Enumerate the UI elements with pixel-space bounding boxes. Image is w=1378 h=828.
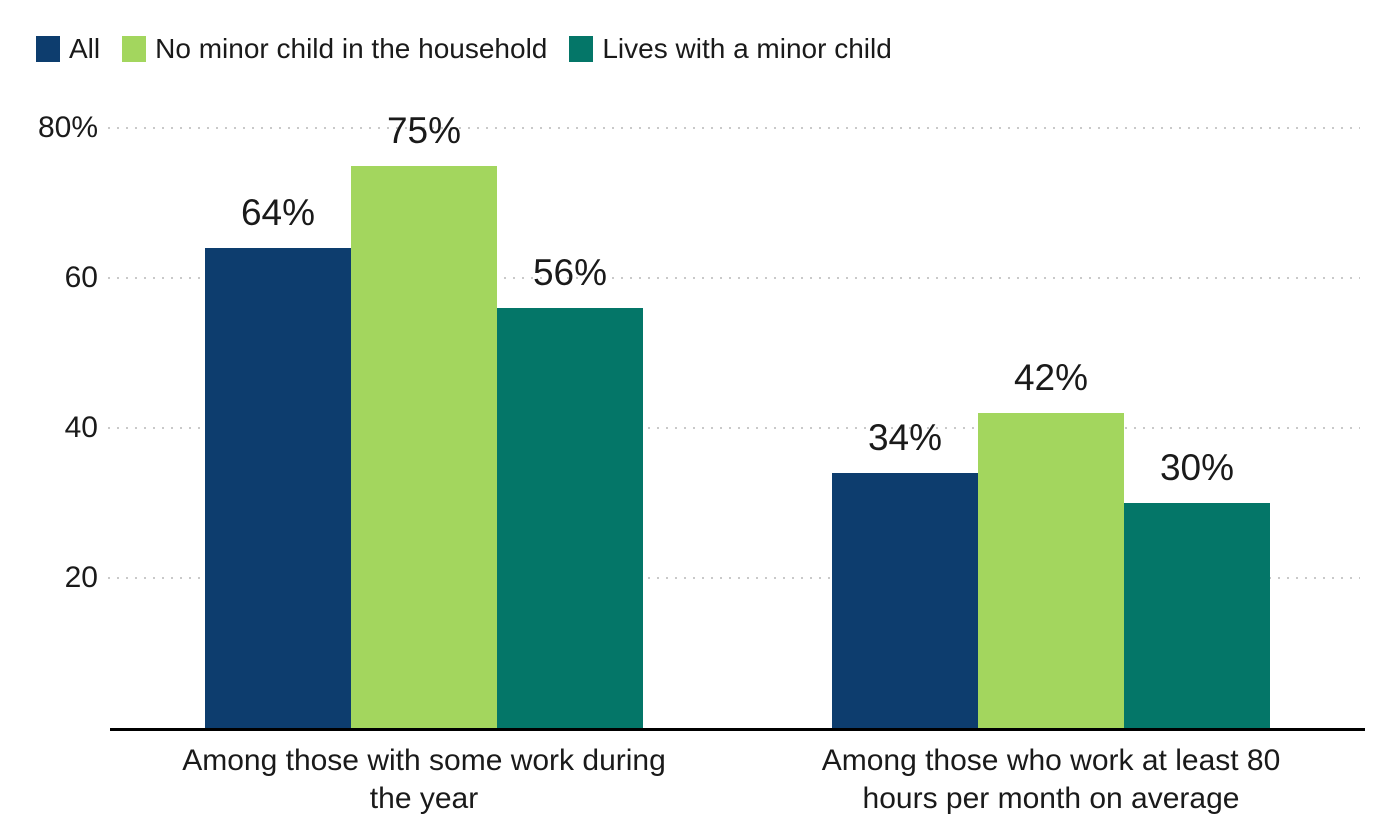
gridline-60 <box>108 277 1360 279</box>
bar-lives-with-a-minor-child-group2 <box>1124 503 1270 728</box>
gridline-40 <box>108 427 1360 429</box>
legend-label: Lives with a minor child <box>602 33 892 64</box>
value-label-all-group1: 64% <box>240 192 316 233</box>
y-tick-label-80: 80% <box>37 111 98 144</box>
value-label-no-minor-child-in-the-household-group2: 42% <box>1013 357 1089 398</box>
bar-all-group1 <box>205 248 351 728</box>
legend-label: No minor child in the household <box>155 33 548 64</box>
bar-all-group2 <box>832 473 978 728</box>
gridline-20 <box>108 577 1360 579</box>
bar-no-minor-child-in-the-household-group1 <box>351 165 497 728</box>
value-label-lives-with-a-minor-child-group2: 30% <box>1159 447 1235 488</box>
legend-swatch-icon <box>122 36 147 62</box>
legend-label: All <box>69 33 101 64</box>
value-label-all-group2: 34% <box>867 417 943 458</box>
legend-item-no-minor-child-in-the-household: No minor child in the household <box>122 33 547 65</box>
value-label-no-minor-child-in-the-household-group1: 75% <box>386 109 462 151</box>
x-category-label-2: Among those who work at least 80 hours p… <box>821 744 1281 816</box>
gridline-80 <box>108 127 1360 129</box>
bar-lives-with-a-minor-child-group1 <box>497 308 643 728</box>
legend-swatch-icon <box>569 36 594 62</box>
bar-no-minor-child-in-the-household-group2 <box>978 413 1124 728</box>
y-tick-label-60: 60 <box>64 261 98 294</box>
y-tick-label-20: 20 <box>64 561 98 594</box>
x-category-label-1: Among those with some work during the ye… <box>182 744 666 816</box>
x-axis-line <box>110 728 1365 731</box>
legend-swatch-icon <box>36 36 60 62</box>
legend: All No minor child in the household Lives … <box>36 33 892 65</box>
legend-item-all: All <box>36 33 100 65</box>
legend-item-lives-with-a-minor-child: Lives with a minor child <box>569 33 892 65</box>
value-label-lives-with-a-minor-child-group1: 56% <box>532 252 608 293</box>
y-tick-label-40: 40 <box>64 411 98 444</box>
